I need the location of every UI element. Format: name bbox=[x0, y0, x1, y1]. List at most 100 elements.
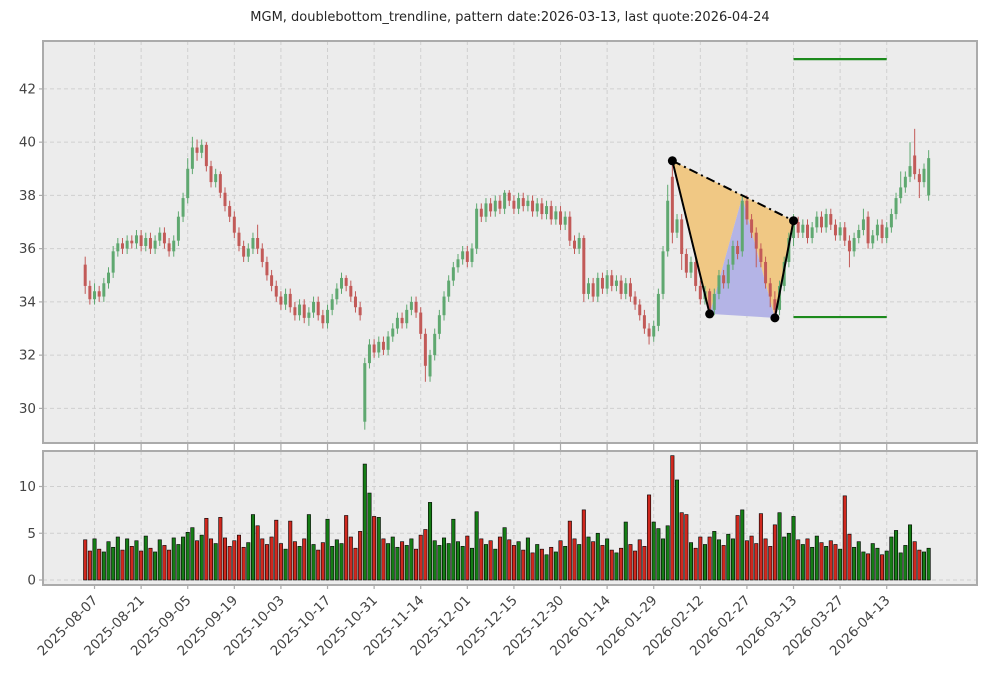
volume-bar bbox=[358, 531, 363, 581]
candle-body bbox=[139, 235, 143, 246]
volume-bar bbox=[651, 521, 656, 581]
candle-body bbox=[731, 245, 735, 265]
candle-body bbox=[717, 275, 721, 294]
candle-body bbox=[712, 293, 716, 310]
candle-body bbox=[577, 238, 581, 249]
volume-bar bbox=[446, 543, 451, 581]
volume-bar bbox=[740, 509, 745, 581]
candle-body bbox=[666, 200, 670, 252]
candle-body bbox=[507, 192, 511, 201]
volume-bar bbox=[232, 540, 237, 581]
candle-body bbox=[489, 203, 493, 212]
candle-body bbox=[88, 285, 92, 300]
candle-body bbox=[582, 238, 586, 294]
volume-bar bbox=[204, 517, 209, 581]
candle-body bbox=[265, 261, 269, 276]
candle-body bbox=[144, 238, 148, 246]
volume-bar bbox=[143, 535, 148, 581]
candle-body bbox=[395, 317, 399, 329]
candle-body bbox=[260, 248, 264, 262]
candle-body bbox=[796, 222, 800, 233]
volume-bar bbox=[684, 514, 689, 581]
candle-body bbox=[316, 301, 320, 316]
volume-bar bbox=[134, 540, 139, 581]
volume-bar bbox=[106, 541, 111, 581]
candle-body bbox=[573, 240, 576, 249]
candle-body bbox=[559, 211, 563, 225]
candle-body bbox=[684, 253, 688, 273]
candle-body bbox=[638, 304, 642, 316]
volume-bar bbox=[246, 542, 251, 581]
volume-bar bbox=[800, 544, 805, 581]
volume-bar bbox=[544, 554, 549, 581]
candle-body bbox=[852, 238, 856, 252]
volume-bar bbox=[409, 538, 414, 581]
candle-body bbox=[419, 312, 423, 334]
volume-bar bbox=[567, 520, 572, 581]
volume-bar bbox=[330, 546, 335, 581]
candle-body bbox=[521, 198, 525, 207]
volume-bar bbox=[227, 546, 232, 581]
volume-bar bbox=[721, 545, 726, 581]
candle-body bbox=[451, 267, 455, 281]
volume-bar bbox=[488, 540, 493, 581]
volume-bar bbox=[549, 546, 554, 581]
volume-bar bbox=[334, 539, 339, 581]
volume-bar bbox=[880, 554, 885, 581]
volume-bar bbox=[264, 544, 269, 581]
candle-body bbox=[409, 301, 413, 310]
candle-body bbox=[600, 277, 604, 289]
candle-body bbox=[540, 203, 544, 215]
price-tick-label: 40 bbox=[19, 135, 36, 151]
candle-body bbox=[363, 363, 367, 422]
pattern-dot-b1 bbox=[705, 309, 715, 319]
volume-bar bbox=[884, 550, 889, 581]
candle-body bbox=[335, 288, 339, 300]
volume-bar bbox=[325, 518, 330, 581]
price-tick-label: 30 bbox=[19, 401, 36, 417]
candle-body bbox=[475, 208, 479, 249]
volume-bar bbox=[912, 541, 917, 581]
volume-bar bbox=[628, 544, 633, 581]
volume-bar bbox=[414, 548, 419, 581]
volume-bar bbox=[856, 541, 861, 581]
volume-bar bbox=[926, 547, 931, 581]
volume-bar bbox=[688, 542, 693, 581]
candle-body bbox=[134, 235, 138, 244]
volume-bar bbox=[702, 544, 707, 581]
volume-bar bbox=[637, 539, 642, 581]
candle-body bbox=[423, 333, 427, 366]
candle-body bbox=[526, 200, 530, 207]
volume-bar bbox=[460, 546, 465, 581]
volume-bar bbox=[111, 546, 116, 581]
candle-body bbox=[162, 232, 166, 244]
candle-body bbox=[745, 200, 749, 220]
candle-body bbox=[456, 259, 460, 268]
price-tick-label: 38 bbox=[19, 188, 36, 204]
volume-bar bbox=[707, 536, 712, 581]
candle-body bbox=[517, 198, 521, 209]
candle-body bbox=[312, 301, 316, 313]
candle-body bbox=[321, 315, 325, 324]
candle-body bbox=[642, 315, 646, 329]
volume-bar bbox=[894, 530, 899, 581]
volume-bar bbox=[241, 546, 246, 581]
volume-bar bbox=[908, 524, 913, 581]
volume-bar bbox=[605, 538, 610, 581]
candle-body bbox=[298, 304, 302, 316]
volume-panel-frame bbox=[42, 450, 978, 586]
volume-bar bbox=[665, 525, 670, 581]
volume-bar bbox=[786, 532, 791, 581]
volume-bar bbox=[311, 544, 316, 581]
candle-body bbox=[689, 261, 693, 273]
candle-body bbox=[899, 187, 903, 199]
volume-bar bbox=[675, 479, 680, 581]
volume-bar bbox=[362, 463, 367, 581]
candle-body bbox=[885, 227, 889, 239]
chart-title: MGM, doublebottom_trendline, pattern dat… bbox=[250, 10, 770, 25]
candle-body bbox=[624, 283, 628, 294]
volume-bar bbox=[353, 547, 358, 581]
volume-bar bbox=[796, 539, 801, 581]
